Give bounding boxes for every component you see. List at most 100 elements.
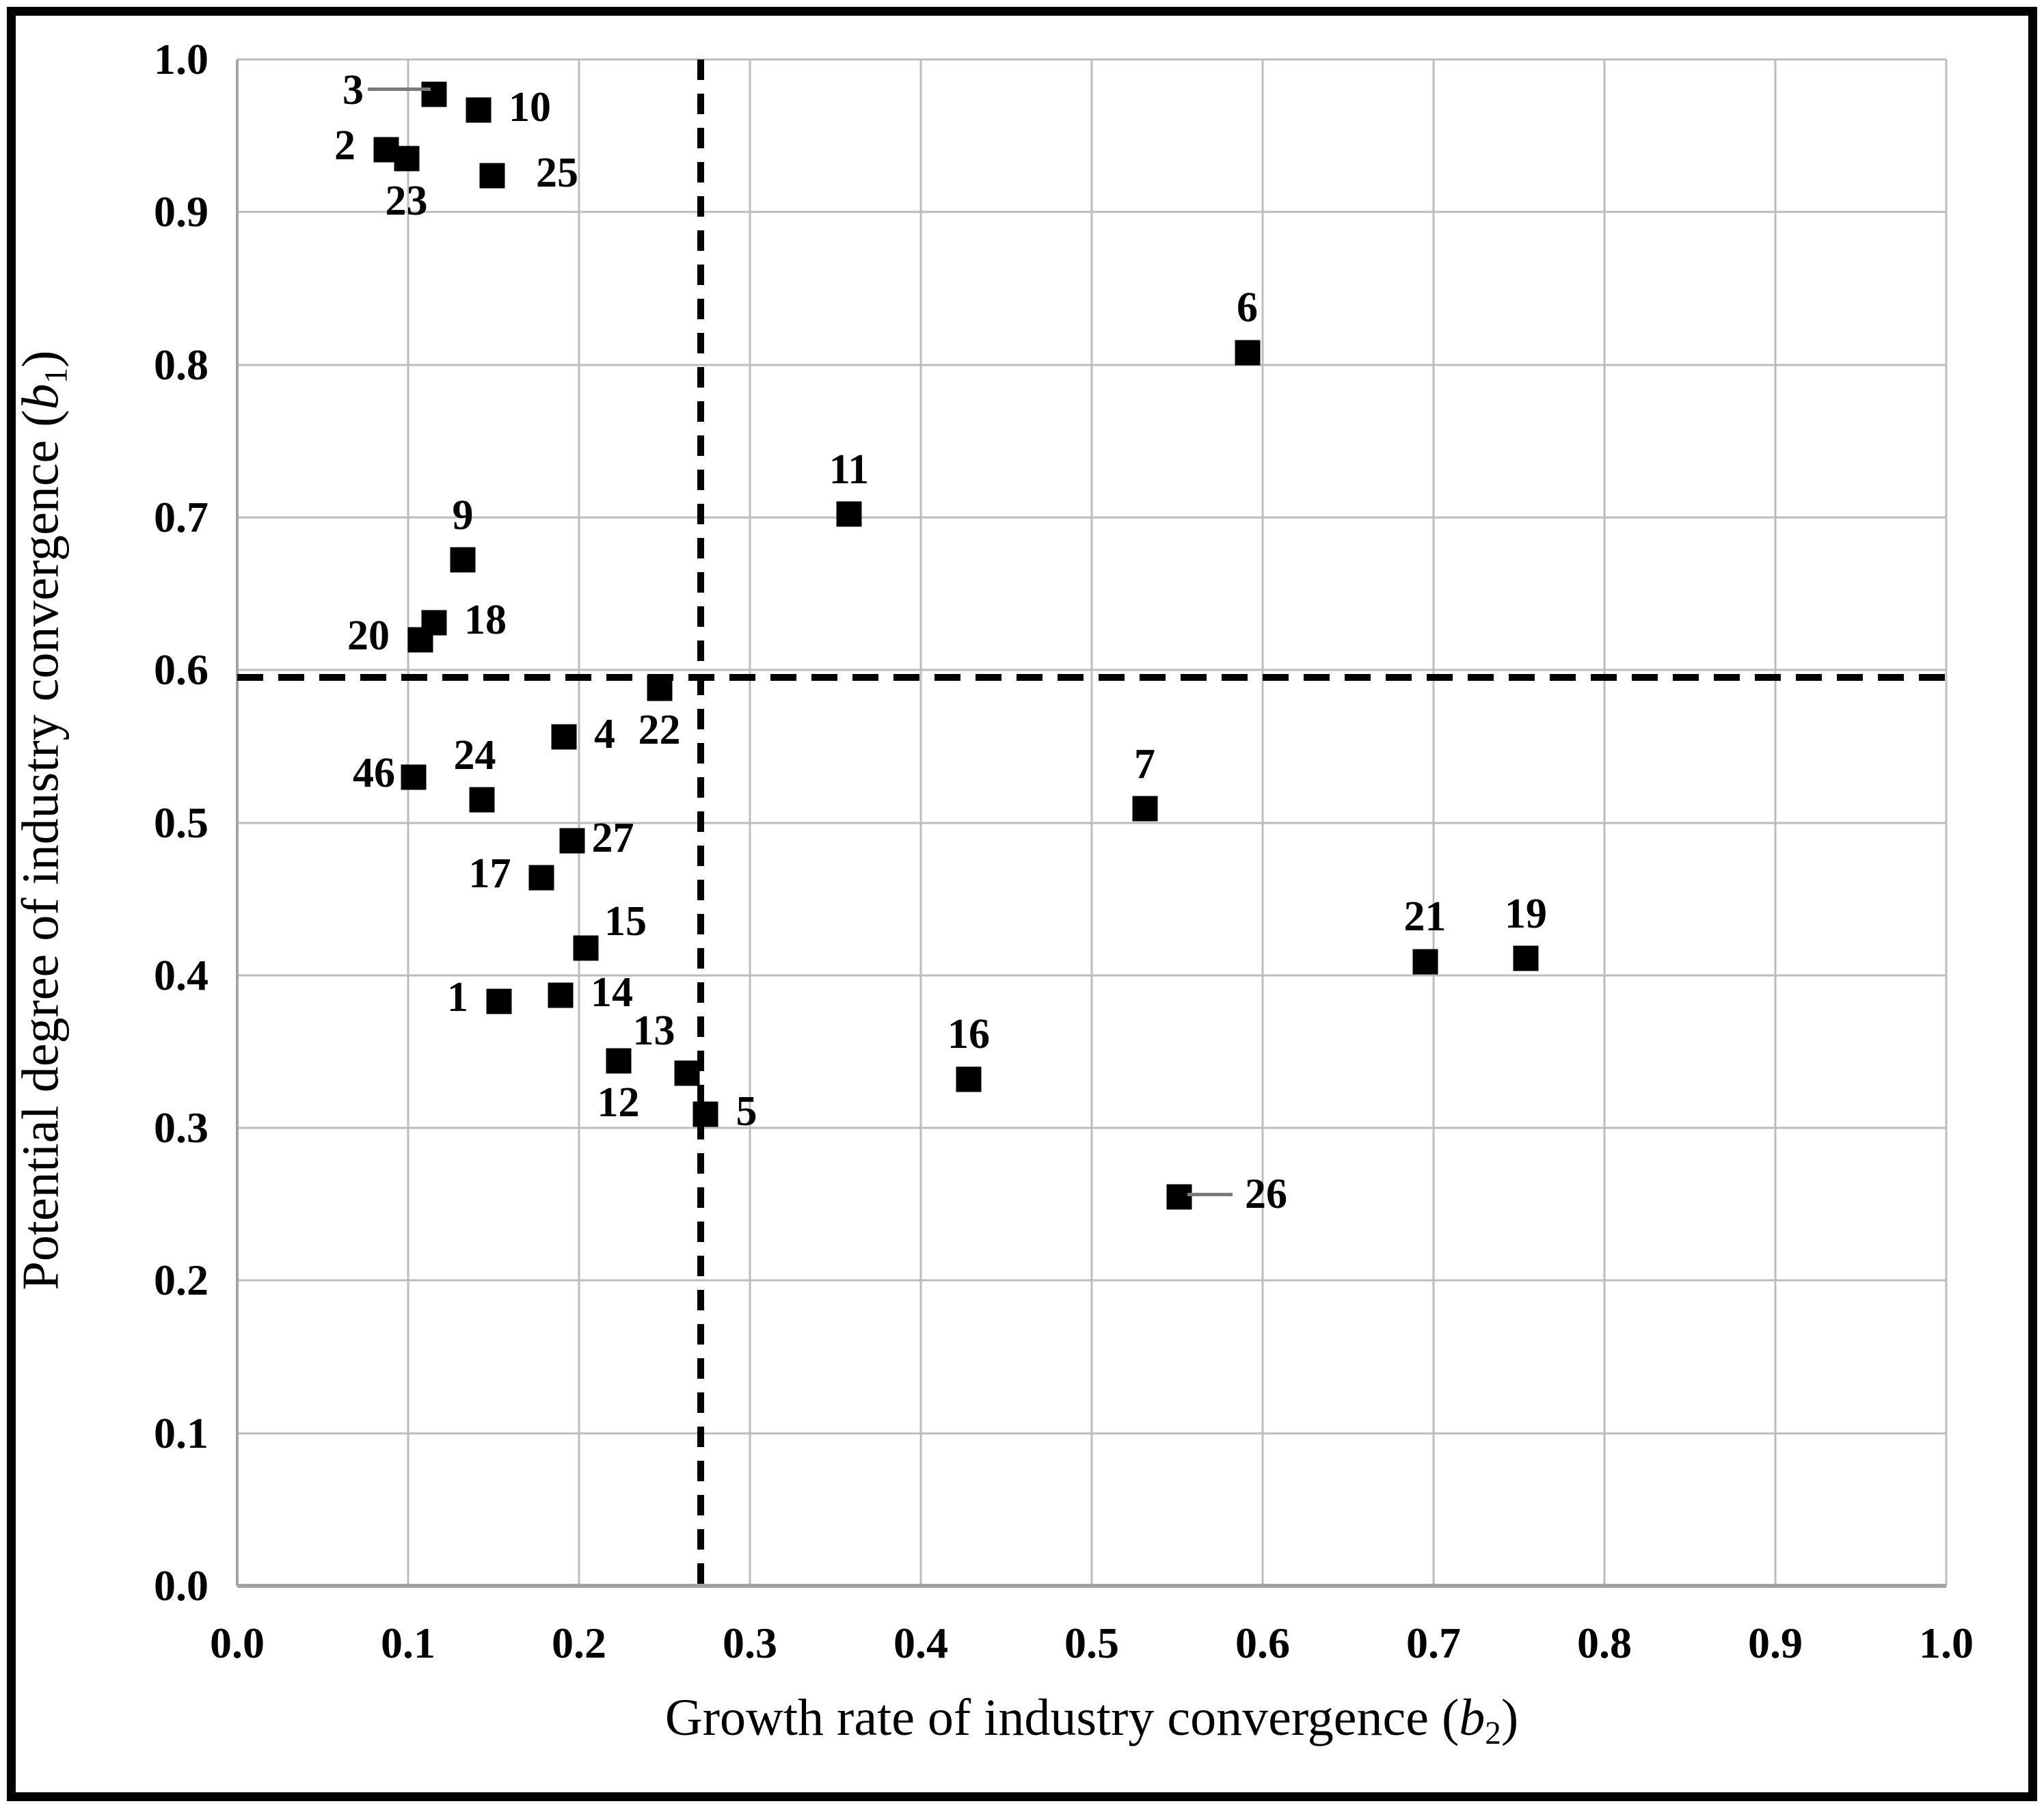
- y-axis-tick-label: 0.6: [154, 645, 209, 694]
- point-label-14: 14: [591, 969, 633, 1016]
- data-point-17: [528, 865, 554, 891]
- x-axis-tick-label: 0.4: [893, 1619, 948, 1667]
- x-axis-tick-label: 0.3: [723, 1619, 777, 1667]
- x-axis-title: Growth rate of industry convergence (b2): [237, 1692, 1946, 1750]
- data-point-12: [606, 1048, 631, 1074]
- data-point-4: [551, 724, 576, 750]
- point-label-7: 7: [1134, 740, 1155, 787]
- point-label-9: 9: [452, 491, 474, 539]
- plot-area: 1 2 3 4 5 6 7 9 10 11 12 13 14 15 16 17 18 19 20 21 22 23 24 25…: [236, 58, 1948, 1588]
- y-axis-title-text: Potential degree of industry convergence…: [12, 409, 70, 1291]
- y-axis-tick-label: 0.8: [154, 340, 209, 389]
- data-point-22: [647, 675, 672, 701]
- point-label-25: 25: [536, 149, 578, 196]
- y-axis-tick-label: 0.1: [154, 1408, 209, 1457]
- data-point-27: [559, 828, 585, 854]
- point-label-22: 22: [638, 707, 681, 754]
- point-label-1: 1: [447, 973, 468, 1021]
- data-point-14: [548, 982, 573, 1008]
- horizontal-gridline: [237, 58, 1946, 61]
- point-label-46: 46: [353, 749, 395, 796]
- y-axis-tick-label: 0.0: [154, 1561, 209, 1610]
- y-axis-title-close: ): [12, 350, 70, 368]
- x-axis-tick-label: 0.8: [1577, 1619, 1632, 1667]
- point-label-3: 3: [342, 67, 364, 114]
- y-axis-tick-label: 0.7: [154, 492, 209, 541]
- y-axis-tick-label: 0.3: [154, 1103, 209, 1152]
- y-axis-tick-label: 0.4: [154, 950, 209, 999]
- x-axis-tick-label: 0.0: [210, 1619, 265, 1667]
- horizontal-gridline: [237, 364, 1946, 366]
- point-label-13: 13: [632, 1008, 675, 1055]
- point-label-20: 20: [347, 612, 390, 659]
- x-axis-tick-label: 0.7: [1406, 1619, 1461, 1667]
- data-point-25: [479, 163, 505, 189]
- figure-border: [7, 7, 2037, 1801]
- horizontal-gridline: [237, 669, 1946, 671]
- data-point-15: [573, 935, 599, 961]
- y-axis-title: Potential degree of industry convergence…: [12, 350, 75, 1291]
- point-label-21: 21: [1403, 893, 1447, 941]
- y-axis-tick-label: 0.2: [154, 1256, 209, 1305]
- y-axis-line: [236, 59, 239, 1586]
- x-axis-tick-label: 0.9: [1748, 1619, 1803, 1667]
- point-label-19: 19: [1505, 890, 1547, 937]
- point-label-26: 26: [1245, 1170, 1287, 1217]
- point-label-12: 12: [597, 1079, 640, 1126]
- vertical-dashed-reference-line: [697, 59, 704, 1586]
- data-point-46: [401, 764, 426, 790]
- data-point-13: [674, 1060, 699, 1086]
- horizontal-gridline: [237, 516, 1946, 519]
- point-label-10: 10: [509, 83, 551, 131]
- data-point-1: [486, 988, 511, 1014]
- x-axis-variable-subscript: 2: [1485, 1716, 1501, 1752]
- point-label-27: 27: [591, 815, 634, 862]
- point-label-24: 24: [453, 731, 496, 779]
- point-label-2: 2: [334, 122, 355, 169]
- horizontal-gridline: [237, 1126, 1946, 1129]
- data-point-23: [394, 146, 419, 172]
- data-point-24: [469, 787, 494, 813]
- point-label-6: 6: [1237, 284, 1258, 332]
- y-axis-variable: b: [12, 383, 70, 410]
- y-axis-tick-label: 0.9: [154, 187, 209, 237]
- point-label-5: 5: [736, 1088, 757, 1135]
- y-axis-variable-subscript: 1: [38, 367, 75, 384]
- x-axis-title-text: Growth rate of industry convergence (: [664, 1689, 1460, 1746]
- x-axis-tick-label: 0.5: [1064, 1619, 1119, 1667]
- leader-line-26: [1187, 1192, 1233, 1196]
- point-label-23: 23: [385, 177, 428, 224]
- horizontal-gridline: [237, 1279, 1946, 1282]
- data-point-5: [692, 1101, 718, 1127]
- leader-line-3: [368, 87, 431, 92]
- x-axis-tick-label: 0.2: [552, 1619, 606, 1667]
- data-point-10: [466, 97, 491, 123]
- data-point-19: [1513, 945, 1539, 971]
- data-point-11: [836, 501, 862, 527]
- horizontal-dashed-reference-line: [237, 674, 1946, 682]
- x-axis-tick-label: 0.1: [381, 1619, 435, 1667]
- point-label-16: 16: [947, 1011, 990, 1058]
- horizontal-gridline: [237, 211, 1946, 213]
- x-axis-variable: b: [1459, 1689, 1485, 1746]
- data-point-16: [956, 1066, 982, 1092]
- point-label-18: 18: [464, 596, 507, 643]
- point-label-4: 4: [594, 711, 615, 758]
- horizontal-gridline: [237, 822, 1946, 824]
- data-point-3: [421, 81, 446, 107]
- data-point-6: [1235, 340, 1260, 366]
- data-point-20: [407, 627, 433, 653]
- vertical-gridline: [1945, 59, 1948, 1586]
- point-label-15: 15: [604, 898, 647, 945]
- horizontal-gridline: [237, 1432, 1946, 1435]
- y-axis-tick-label: 1.0: [154, 35, 209, 83]
- data-point-9: [450, 547, 476, 573]
- y-axis-tick-label: 0.5: [154, 798, 209, 847]
- x-axis-title-close: ): [1501, 1689, 1519, 1746]
- data-point-26: [1166, 1184, 1192, 1210]
- horizontal-gridline: [237, 974, 1946, 977]
- x-axis-line: [237, 1584, 1946, 1588]
- point-label-17: 17: [468, 850, 511, 897]
- data-point-21: [1412, 949, 1438, 975]
